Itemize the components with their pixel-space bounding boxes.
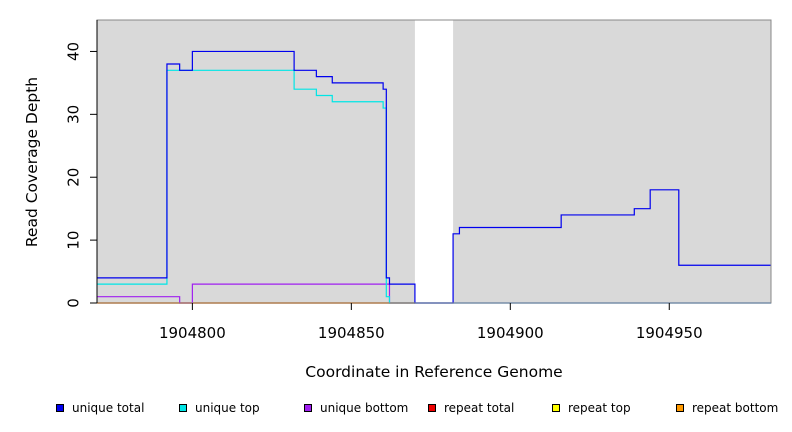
legend-item-unique-bottom: unique bottom (304, 401, 408, 415)
legend-item-unique-top: unique top (179, 401, 260, 415)
legend-swatch (179, 404, 187, 412)
y-tick-label: 10 (65, 231, 83, 250)
legend-item-unique-total: unique total (56, 401, 144, 415)
legend-swatch (428, 404, 436, 412)
y-axis-label: Read Coverage Depth (23, 77, 41, 247)
x-axis-label: Coordinate in Reference Genome (305, 363, 562, 381)
legend-swatch (676, 404, 684, 412)
x-tick-label: 1904800 (159, 324, 226, 342)
legend-label: repeat bottom (692, 401, 779, 415)
legend-swatch (552, 404, 560, 412)
no-coverage-gap (414, 20, 454, 303)
legend-label: repeat top (568, 401, 631, 415)
y-tick-label: 0 (65, 298, 83, 308)
legend-item-repeat-bottom: repeat bottom (676, 401, 778, 415)
legend-swatch (304, 404, 312, 412)
plot-area (97, 20, 771, 303)
y-tick-label: 20 (65, 168, 83, 187)
series-line-unique-total (97, 50, 771, 304)
x-tick-label: 1904950 (636, 324, 703, 342)
legend-item-repeat-total: repeat total (428, 401, 514, 415)
legend-label: repeat total (444, 401, 515, 415)
legend-label: unique total (72, 401, 145, 415)
y-tick-label: 30 (65, 105, 83, 124)
legend-item-repeat-top: repeat top (552, 401, 631, 415)
coverage-chart: 0 10 20 30 40 1904800 1904850 1904900 1904950 Co… (23, 19, 772, 381)
legend-label: unique top (195, 401, 260, 415)
legend-label: unique bottom (320, 401, 409, 415)
axes: 0 10 20 30 40 1904800 1904850 1904900 1904950 (65, 19, 772, 342)
legend-swatch (56, 404, 64, 412)
y-tick-label: 40 (65, 42, 83, 61)
legend: unique total unique top unique bottom repea… (0, 401, 792, 417)
x-tick-label: 1904850 (318, 324, 385, 342)
x-tick-label: 1904900 (477, 324, 544, 342)
